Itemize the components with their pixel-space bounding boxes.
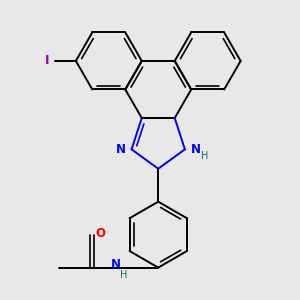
Text: N: N bbox=[191, 143, 201, 156]
Text: N: N bbox=[111, 258, 122, 272]
Text: H: H bbox=[120, 270, 127, 280]
Text: I: I bbox=[45, 54, 50, 68]
Text: O: O bbox=[96, 227, 106, 240]
Text: H: H bbox=[201, 151, 208, 161]
Text: N: N bbox=[116, 143, 126, 156]
